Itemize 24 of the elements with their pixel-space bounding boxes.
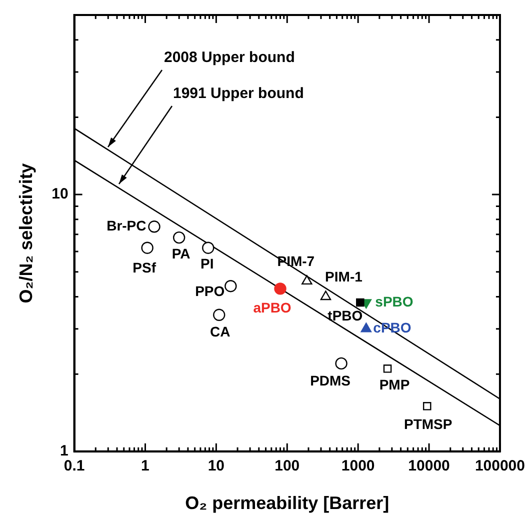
- x-tick-label: 100000: [474, 458, 526, 475]
- x-axis-title: O₂ permeability [Barrer]: [185, 493, 390, 514]
- x-tick-label: 1: [141, 458, 150, 475]
- series-label: CA: [210, 324, 230, 340]
- series-label: PIM-1: [325, 268, 363, 285]
- x-tick-label: 10: [208, 458, 225, 475]
- series-label: PDMS: [310, 372, 351, 388]
- series-label: PSf: [132, 260, 156, 276]
- series-label: sPBO: [375, 293, 414, 310]
- x-tick-label: 100: [274, 458, 300, 475]
- series-label: PI: [200, 256, 214, 272]
- series-label: aPBO: [253, 300, 292, 316]
- series-label: PA: [172, 245, 190, 262]
- series-label: PPO: [195, 282, 225, 299]
- series-label: PMP: [379, 376, 410, 392]
- series-label: tPBO: [328, 307, 363, 324]
- x-tick-label: 0.1: [64, 458, 85, 475]
- text: 1991 Upper bound: [173, 85, 304, 102]
- text: 2008 Upper bound: [164, 49, 295, 66]
- x-tick-label: 10000: [408, 458, 450, 475]
- x-tick-label: 1000: [341, 458, 375, 475]
- y-axis-title: O₂/N₂ selectivity: [16, 163, 36, 304]
- series-label: Br-PC: [106, 217, 146, 234]
- series-label: PTMSP: [404, 416, 452, 432]
